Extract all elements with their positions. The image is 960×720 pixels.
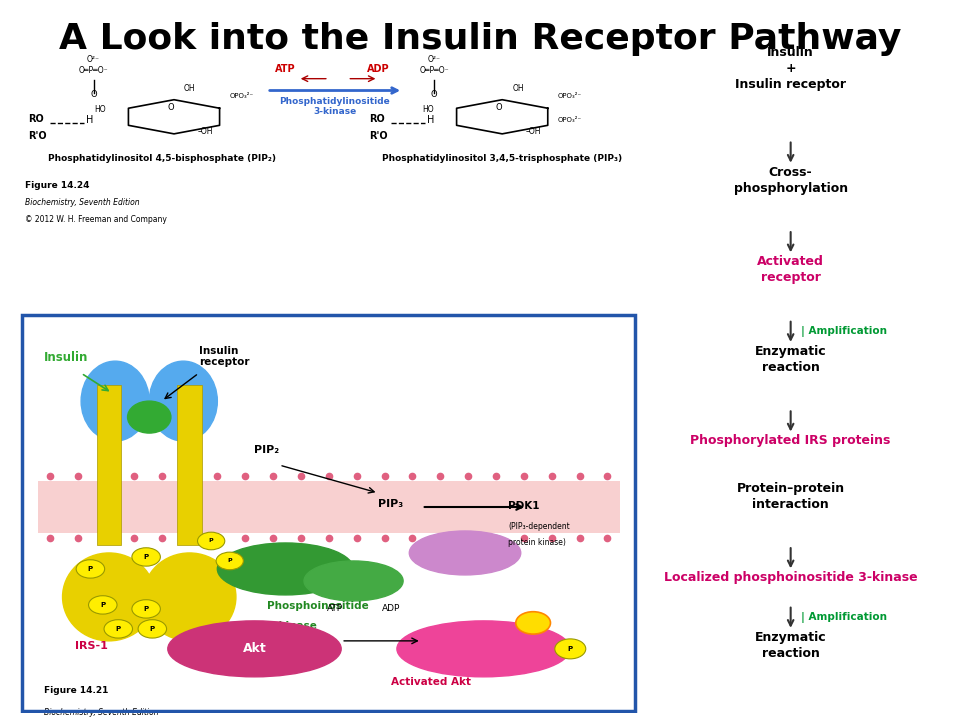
Text: Activated Akt: Activated Akt xyxy=(391,677,470,687)
Text: | Amplification: | Amplification xyxy=(802,612,887,624)
Text: H: H xyxy=(426,115,434,125)
Circle shape xyxy=(516,612,550,634)
Circle shape xyxy=(76,559,105,578)
Text: O: O xyxy=(168,103,174,112)
Circle shape xyxy=(555,639,586,659)
Ellipse shape xyxy=(396,621,570,677)
Circle shape xyxy=(132,600,160,618)
Circle shape xyxy=(216,552,243,570)
Text: protein kinase): protein kinase) xyxy=(509,538,566,547)
Text: PIP₂: PIP₂ xyxy=(254,445,279,455)
Ellipse shape xyxy=(149,361,217,441)
Text: 3-kinase: 3-kinase xyxy=(267,621,317,631)
Text: Activated
receptor: Activated receptor xyxy=(757,255,824,284)
Text: Phosphatidylinositide: Phosphatidylinositide xyxy=(279,96,391,106)
Circle shape xyxy=(88,595,117,614)
Text: Figure 14.21: Figure 14.21 xyxy=(44,686,108,695)
Text: HO: HO xyxy=(422,104,434,114)
Text: (PIP₃-dependent: (PIP₃-dependent xyxy=(509,522,570,531)
Text: P: P xyxy=(116,626,121,632)
Text: Enzymatic
reaction: Enzymatic reaction xyxy=(755,631,827,660)
Text: –OH: –OH xyxy=(526,127,541,136)
Text: | Amplification: | Amplification xyxy=(802,326,887,337)
Text: Biochemistry, Seventh Edition: Biochemistry, Seventh Edition xyxy=(44,708,158,717)
Text: Biochemistry, Seventh Edition: Biochemistry, Seventh Edition xyxy=(25,198,140,207)
Text: Insulin: Insulin xyxy=(44,351,88,364)
Ellipse shape xyxy=(81,361,149,441)
Text: OPO₃²⁻: OPO₃²⁻ xyxy=(558,93,582,99)
Text: IRS-1: IRS-1 xyxy=(75,641,108,651)
Text: RO: RO xyxy=(29,114,44,124)
Ellipse shape xyxy=(128,401,171,433)
Text: ADP: ADP xyxy=(381,604,400,613)
Text: Figure 14.24: Figure 14.24 xyxy=(25,181,90,190)
Text: OH: OH xyxy=(512,84,524,93)
Circle shape xyxy=(132,548,160,566)
Text: Phosphorylated IRS proteins: Phosphorylated IRS proteins xyxy=(690,434,891,447)
Text: P: P xyxy=(100,602,106,608)
Text: O: O xyxy=(431,90,438,99)
Bar xyxy=(177,385,202,545)
Text: ATP: ATP xyxy=(276,64,296,74)
Text: O═P═O⁻: O═P═O⁻ xyxy=(420,66,449,76)
Text: Enzymatic
reaction: Enzymatic reaction xyxy=(755,345,827,374)
Text: P: P xyxy=(88,566,93,572)
Ellipse shape xyxy=(304,561,403,601)
Text: P: P xyxy=(567,646,573,652)
Text: R'O: R'O xyxy=(369,131,388,141)
Text: P: P xyxy=(209,539,213,544)
Bar xyxy=(97,385,121,545)
Text: OPO₃²⁻: OPO₃²⁻ xyxy=(558,117,582,123)
Text: O: O xyxy=(90,90,97,99)
Circle shape xyxy=(138,620,167,638)
Text: Localized phosphoinositide 3-kinase: Localized phosphoinositide 3-kinase xyxy=(664,571,918,584)
Text: OPO₃²⁻: OPO₃²⁻ xyxy=(229,93,253,99)
Text: P: P xyxy=(228,559,232,564)
Circle shape xyxy=(198,532,225,550)
Text: Insulin
+
Insulin receptor: Insulin + Insulin receptor xyxy=(735,46,846,91)
Ellipse shape xyxy=(217,543,353,595)
Text: Phosphatidylinositol 4,5-bisphosphate (PIP₂): Phosphatidylinositol 4,5-bisphosphate (P… xyxy=(48,155,276,163)
Text: OH: OH xyxy=(184,84,196,93)
Text: P: P xyxy=(144,554,149,560)
Ellipse shape xyxy=(143,553,236,641)
Circle shape xyxy=(104,620,132,638)
Text: 3-kinase: 3-kinase xyxy=(313,107,356,116)
Ellipse shape xyxy=(409,531,520,575)
Text: ATP: ATP xyxy=(327,604,343,613)
Text: H: H xyxy=(86,115,93,125)
Ellipse shape xyxy=(62,553,156,641)
Text: O═P═O⁻: O═P═O⁻ xyxy=(79,66,108,76)
Text: ADP: ADP xyxy=(367,64,390,74)
Text: Phosphoinositide: Phosphoinositide xyxy=(267,601,369,611)
Text: PDK1: PDK1 xyxy=(509,501,540,511)
Text: A Look into the Insulin Receptor Pathway: A Look into the Insulin Receptor Pathway xyxy=(59,22,901,55)
Text: R'O: R'O xyxy=(29,131,47,141)
Text: Akt: Akt xyxy=(243,642,266,655)
Text: PIP₃: PIP₃ xyxy=(378,499,403,509)
Text: O: O xyxy=(495,103,502,112)
Text: Insulin
receptor: Insulin receptor xyxy=(199,346,250,367)
Text: Phosphatidylinositol 3,4,5-trisphosphate (PIP₃): Phosphatidylinositol 3,4,5-trisphosphate… xyxy=(382,155,622,163)
Text: –OH: –OH xyxy=(198,127,213,136)
Bar xyxy=(37,481,620,533)
Text: HO: HO xyxy=(94,104,106,114)
Text: P: P xyxy=(144,606,149,612)
Text: Cross-
phosphorylation: Cross- phosphorylation xyxy=(733,166,848,194)
Ellipse shape xyxy=(168,621,341,677)
Text: O²⁻: O²⁻ xyxy=(427,55,441,63)
Text: P: P xyxy=(150,626,155,632)
Text: O²⁻: O²⁻ xyxy=(87,55,100,63)
Text: Protein–protein
interaction: Protein–protein interaction xyxy=(736,482,845,510)
Text: © 2012 W. H. Freeman and Company: © 2012 W. H. Freeman and Company xyxy=(25,215,167,224)
Text: RO: RO xyxy=(369,114,385,124)
